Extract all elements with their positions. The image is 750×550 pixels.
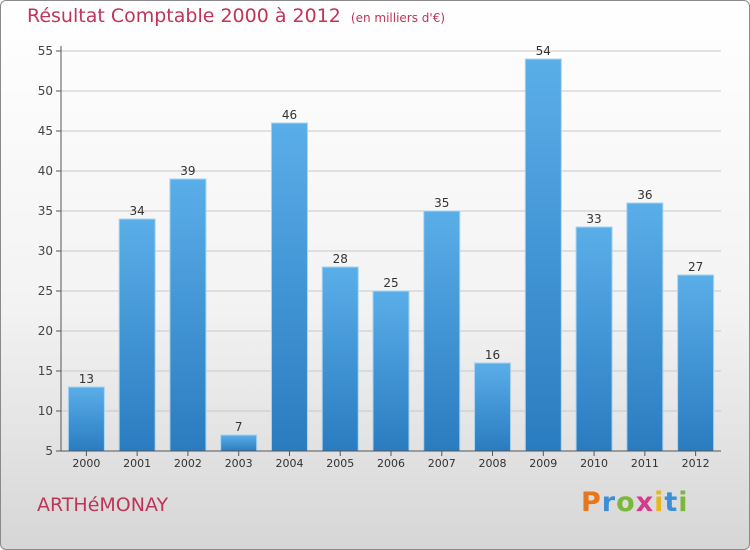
commune-name: ARTHéMONAY: [37, 494, 169, 516]
bars: 13 34 39 7 46 28 25 35 16 54 33 36 27: [67, 44, 715, 452]
bar-value-label: 25: [383, 276, 398, 290]
bar-value-label: 33: [586, 212, 601, 226]
bar-2000: [67, 386, 105, 452]
bar-2004: [270, 122, 308, 452]
bar-value-label: 46: [282, 108, 297, 122]
logo-letter: o: [616, 487, 636, 518]
x-tick-label: 2009: [529, 457, 557, 470]
x-tick-label: 2002: [174, 457, 202, 470]
bar-value-label: 54: [536, 44, 551, 58]
bar-2012: [677, 274, 715, 452]
x-tick-label: 2011: [631, 457, 659, 470]
x-tick-label: 2008: [479, 457, 507, 470]
y-tick-label: 30: [38, 244, 53, 258]
axes: 5 10 15 20 25 30 35 40 45 50 55 2000 2001 2002 2003 200…: [38, 44, 721, 470]
x-tick-label: 2001: [123, 457, 151, 470]
y-tick-label: 25: [38, 284, 53, 298]
bar-2005: [321, 266, 359, 452]
proxiti-logo: Proxiti: [581, 487, 689, 518]
bar-2010: [575, 226, 613, 452]
logo-letter: x: [635, 487, 655, 518]
bar-value-label: 13: [79, 372, 94, 386]
x-tick-label: 2006: [377, 457, 405, 470]
logo-letter: i: [678, 487, 689, 518]
bar-2011: [626, 202, 664, 452]
x-tick-label: 2003: [225, 457, 253, 470]
y-tick-label: 40: [38, 164, 53, 178]
bar-2002: [169, 178, 207, 452]
x-tick-label: 2007: [428, 457, 456, 470]
bar-value-label: 28: [333, 252, 348, 266]
y-tick-label: 55: [38, 44, 53, 58]
y-tick-label: 20: [38, 324, 53, 338]
bar-2008: [474, 362, 512, 452]
bar-value-label: 27: [688, 260, 703, 274]
logo-letter: P: [581, 487, 602, 518]
y-tick-label: 45: [38, 124, 53, 138]
logo-letter: r: [601, 487, 617, 518]
bar-value-label: 16: [485, 348, 500, 362]
y-tick-label: 50: [38, 84, 53, 98]
bar-value-label: 36: [637, 188, 652, 202]
x-tick-label: 2000: [72, 457, 100, 470]
bar-2009: [524, 58, 562, 452]
bar-value-label: 7: [235, 420, 243, 434]
x-tick-label: 2004: [275, 457, 303, 470]
logo-letter: i: [654, 487, 665, 518]
chart-title-main: Résultat Comptable 2000 à 2012: [27, 5, 341, 27]
bar-value-label: 34: [130, 204, 145, 218]
y-tick-label: 10: [38, 404, 53, 418]
y-tick-label: 35: [38, 204, 53, 218]
x-tick-label: 2012: [682, 457, 710, 470]
bar-value-label: 39: [180, 164, 195, 178]
chart-title: Résultat Comptable 2000 à 2012 (en millie…: [27, 5, 445, 27]
y-tick-label: 15: [38, 364, 53, 378]
bar-2006: [372, 290, 410, 452]
x-tick-label: 2010: [580, 457, 608, 470]
logo-letter: t: [664, 487, 679, 518]
bar-2001: [118, 218, 156, 452]
x-tick-label: 2005: [326, 457, 354, 470]
bar-2007: [423, 210, 461, 452]
bar-value-label: 35: [434, 196, 449, 210]
bar-2003: [220, 434, 258, 452]
y-tick-label: 5: [45, 444, 53, 458]
chart-subtitle: (en milliers d'€): [350, 11, 446, 25]
